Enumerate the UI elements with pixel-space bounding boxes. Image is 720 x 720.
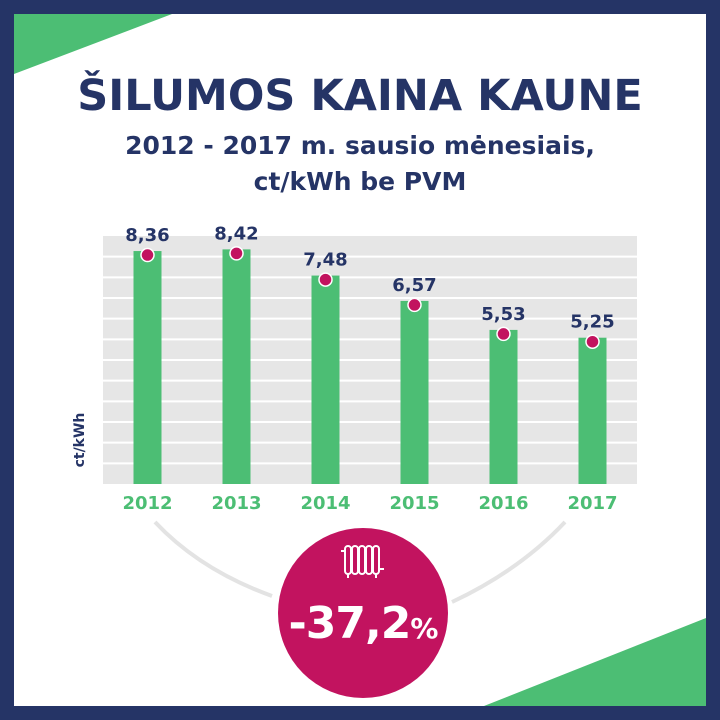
percent-sign: % [410, 612, 438, 645]
subtitle-line-2: ct/kWh be PVM [253, 167, 467, 196]
percent-change-value: -37,2 [288, 598, 412, 649]
y-axis-label: ct/kWh [72, 412, 88, 468]
x-tick-label-2017: 2017 [567, 493, 617, 514]
data-label-2015: 6,57 [392, 275, 436, 296]
value-marker-2012 [140, 247, 155, 263]
value-marker-2016 [496, 326, 511, 342]
radiator-icon [341, 545, 384, 578]
subtitle-line-1: 2012 - 2017 m. sausio mėnesiais, [125, 131, 595, 160]
x-tick-label-2016: 2016 [478, 493, 528, 514]
bar-2013 [222, 249, 251, 484]
bar-2014 [311, 275, 340, 484]
bar-2015 [400, 300, 429, 484]
bar-2016 [489, 329, 518, 484]
change-badge: -37,2% [278, 528, 448, 698]
x-tick-label-2015: 2015 [389, 493, 439, 514]
x-tick-label-2012: 2012 [122, 493, 172, 514]
x-tick-label-2013: 2013 [211, 493, 261, 514]
data-label-2012: 8,36 [125, 225, 169, 246]
connector-arc-left [153, 520, 273, 598]
percent-change: -37,2% [278, 598, 448, 655]
value-marker-2013 [229, 246, 244, 261]
bar-2017 [578, 337, 607, 484]
value-marker-2014 [318, 272, 333, 287]
x-tick-label-2014: 2014 [300, 493, 350, 514]
value-marker-2017 [585, 334, 600, 349]
page-title: ŠILUMOS KAINA KAUNE [77, 71, 643, 121]
data-label-2017: 5,25 [570, 312, 614, 333]
data-label-2014: 7,48 [303, 250, 347, 271]
data-label-2016: 5,53 [481, 304, 525, 325]
data-label-2013: 8,42 [214, 223, 258, 244]
value-marker-2015 [407, 297, 422, 313]
connector-arc-right [451, 520, 567, 604]
bar-2012 [133, 251, 162, 484]
